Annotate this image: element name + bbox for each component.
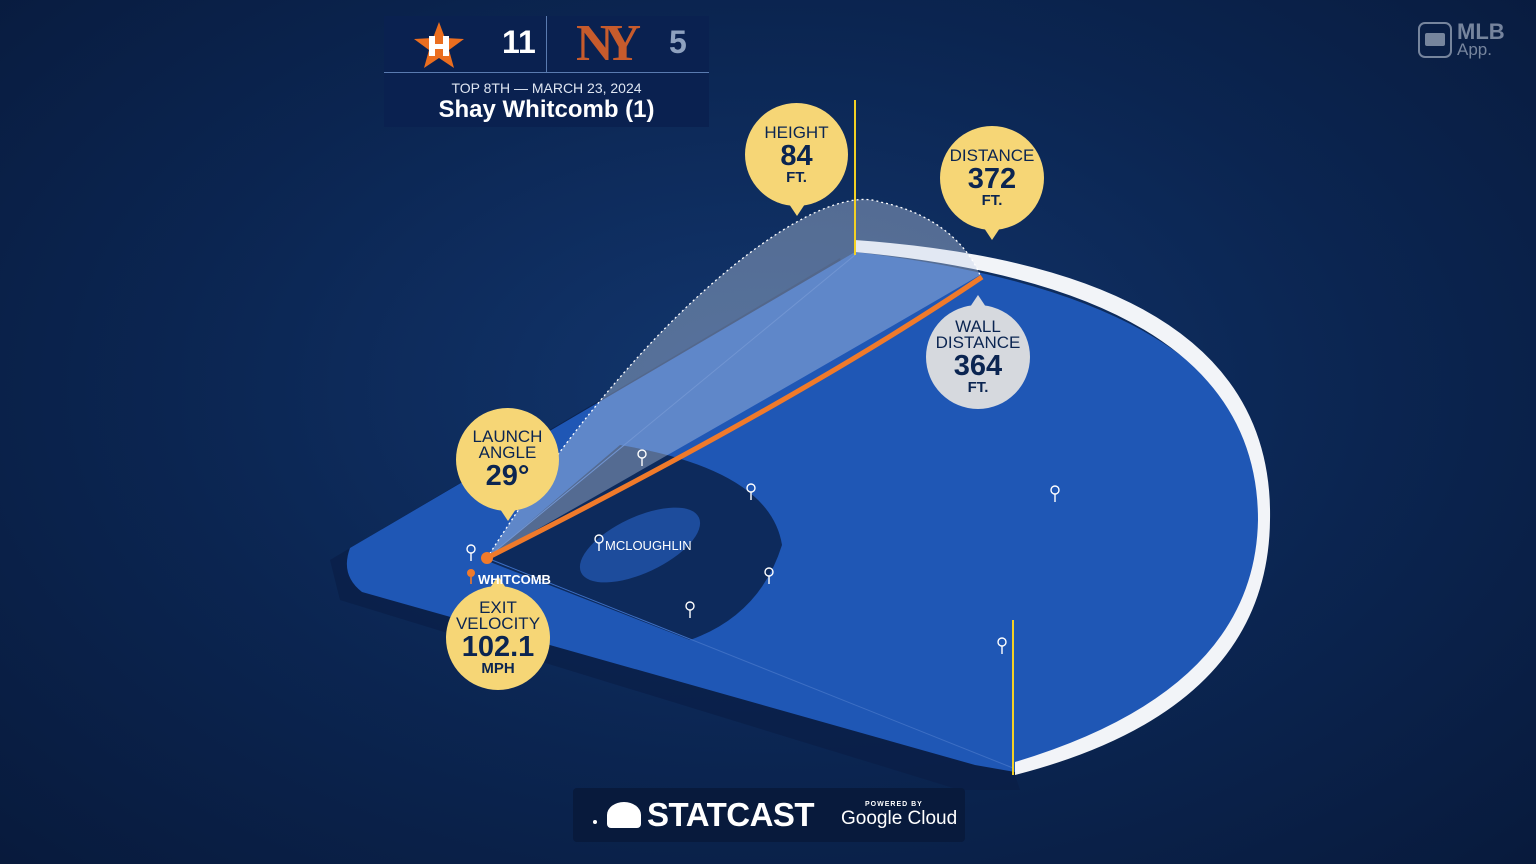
statcast-brand: STATCAST bbox=[647, 796, 815, 833]
score-divider bbox=[546, 16, 547, 72]
mets-logo-icon: NY bbox=[576, 15, 641, 72]
exit-velocity-label1: EXIT bbox=[479, 598, 517, 617]
exit-velocity-value: 102.1 bbox=[461, 631, 535, 663]
score-row: 11 NY 5 bbox=[384, 16, 709, 73]
home-score: 5 bbox=[669, 24, 687, 60]
ball-path-ground bbox=[485, 274, 984, 561]
fielder-pin-icon bbox=[637, 449, 647, 466]
launch-angle-value: 29° bbox=[485, 459, 530, 492]
fielder-pin-icon bbox=[746, 483, 756, 500]
distance-unit: FT. bbox=[981, 192, 1003, 209]
statcast-footer: STATCAST POWERED BY Google Cloud bbox=[573, 788, 965, 842]
launch-angle-callout: LAUNCH ANGLE 29° bbox=[456, 408, 559, 521]
infield-grass bbox=[579, 507, 701, 583]
scoreboard: 11 NY 5 TOP 8TH — MARCH 23, 2024 Shay Wh… bbox=[384, 16, 709, 127]
foul-line-right bbox=[486, 557, 1014, 769]
fielder-pin-icon bbox=[685, 601, 695, 618]
batter-label: WHITCOMB bbox=[478, 572, 551, 587]
fielder-pin-icon bbox=[997, 637, 1007, 654]
field-surface bbox=[346, 252, 1268, 772]
mlb-app-line2: App. bbox=[1457, 40, 1492, 59]
height-value: 84 bbox=[780, 139, 813, 172]
exit-velocity-unit: MPH bbox=[481, 660, 515, 677]
height-callout: HEIGHT 84 FT. bbox=[745, 103, 848, 216]
launch-angle-label2: ANGLE bbox=[478, 442, 537, 462]
fielder-label: MCLOUGHLIN bbox=[605, 538, 692, 553]
wall-distance-label1: WALL bbox=[955, 317, 1001, 336]
google-cloud: Google Cloud bbox=[841, 808, 958, 829]
height-label: HEIGHT bbox=[764, 122, 829, 142]
mlb-logo-icon bbox=[1418, 22, 1452, 58]
wall-distance-label2: DISTANCE bbox=[935, 333, 1021, 352]
batter-pin-icon bbox=[467, 569, 475, 584]
distance-callout: DISTANCE 372 FT. bbox=[940, 126, 1044, 240]
fielder-pin-icon bbox=[764, 567, 774, 584]
distance-label: DISTANCE bbox=[949, 146, 1035, 165]
launch-angle-label1: LAUNCH bbox=[472, 426, 543, 446]
mlb-app-line1: MLB bbox=[1457, 19, 1505, 44]
fielder-pin-icon bbox=[594, 534, 604, 551]
trajectory-shade bbox=[487, 199, 980, 558]
home-plate-marker bbox=[481, 552, 493, 564]
mlb-app-badge: MLB App. bbox=[1418, 19, 1505, 59]
wall-distance-unit: FT. bbox=[967, 379, 989, 396]
foul-line-left bbox=[486, 254, 856, 559]
astros-logo-icon bbox=[414, 22, 464, 68]
inning-date: TOP 8TH — MARCH 23, 2024 bbox=[451, 80, 642, 96]
wall-distance-callout: WALL DISTANCE 364 FT. bbox=[926, 295, 1030, 409]
powered-by: POWERED BY bbox=[865, 801, 923, 808]
dot-icon bbox=[593, 820, 597, 824]
exit-velocity-label2: VELOCITY bbox=[455, 614, 541, 633]
fielder-pin-icon bbox=[1050, 485, 1060, 502]
away-score: 11 bbox=[502, 24, 536, 60]
exit-velocity-callout: EXIT VELOCITY 102.1 MPH bbox=[446, 576, 550, 690]
height-unit: FT. bbox=[786, 168, 807, 186]
wall-distance-value: 364 bbox=[953, 350, 1003, 382]
catcher-pin-icon bbox=[466, 544, 476, 561]
mlb-batter-logo-icon bbox=[607, 802, 641, 828]
distance-value: 372 bbox=[967, 163, 1017, 195]
batter-name: Shay Whitcomb (1) bbox=[438, 96, 655, 123]
